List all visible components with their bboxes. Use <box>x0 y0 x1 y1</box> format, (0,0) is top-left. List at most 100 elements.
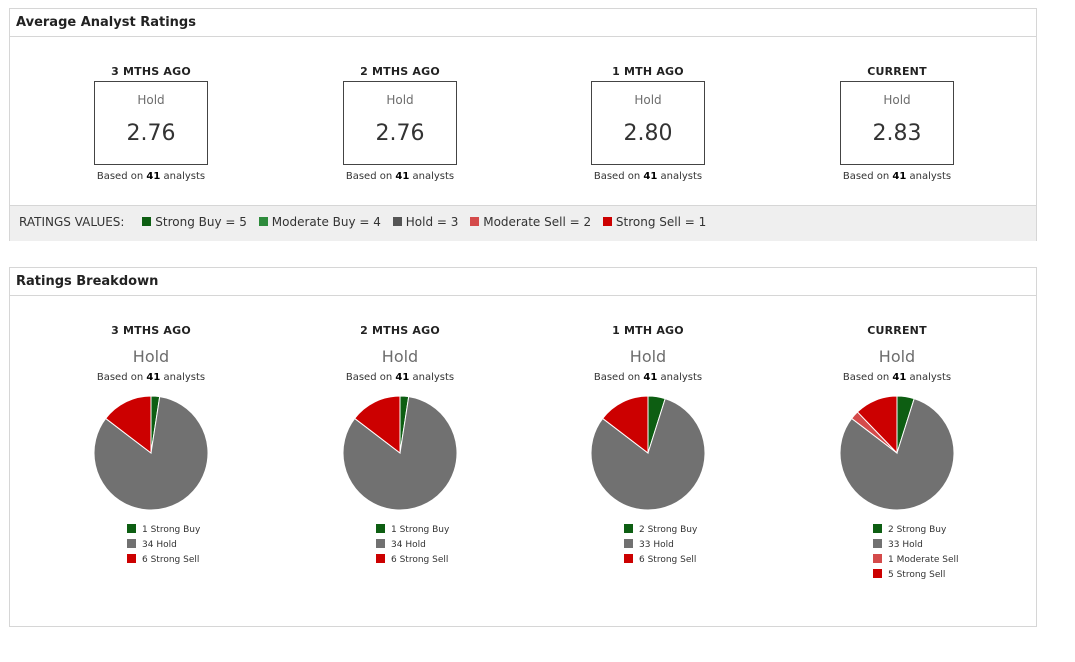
legend-swatch <box>127 524 136 533</box>
rating-label: Hold <box>634 93 662 107</box>
column-title: 3 MTHS AGO <box>111 324 191 337</box>
pie-legend: 2 Strong Buy 33 Hold 6 Strong Sell <box>624 523 748 568</box>
breakdown-column-3-months: 3 MTHS AGO Hold Based on 41 analysts 1 S… <box>51 324 251 568</box>
legend-swatch <box>127 554 136 563</box>
swatch-moderate-sell <box>470 217 480 226</box>
legend-label: 6 Strong Sell <box>639 555 697 565</box>
rating-value: 2.76 <box>375 121 425 146</box>
pie-slice-hold <box>839 398 955 511</box>
based-on-text: Based on 41 analysts <box>593 372 703 383</box>
based-on-text: Based on 41 analysts <box>593 171 703 182</box>
legend-swatch <box>873 554 882 563</box>
legend-item-strong-buy: 1 Strong Buy <box>127 523 251 538</box>
analyst-count: 41 <box>146 171 161 182</box>
legend-item-strong-sell: 6 Strong Sell <box>624 553 748 568</box>
ratings-breakdown-panel: Ratings Breakdown 3 MTHS AGO Hold Based … <box>9 267 1037 627</box>
legend-label: 5 Strong Sell <box>888 570 946 580</box>
legend-item-strong-sell: 6 Strong Sell <box>376 553 500 568</box>
column-title: 2 MTHS AGO <box>360 324 440 337</box>
analyst-count: 41 <box>395 171 410 182</box>
column-title: CURRENT <box>867 65 927 78</box>
analyst-count: 41 <box>643 171 658 182</box>
average-ratings-panel: Average Analyst Ratings 3 MTHS AGO Hold … <box>9 8 1037 241</box>
legend-swatch <box>376 524 385 533</box>
legend-item-strong-buy: 2 Strong Buy <box>873 523 997 538</box>
legend-item-hold: 33 Hold <box>873 538 997 553</box>
legend-swatch <box>624 554 633 563</box>
legend-label: 6 Strong Sell <box>142 555 200 565</box>
column-title: CURRENT <box>867 324 927 337</box>
legend-swatch <box>624 539 633 548</box>
based-on-text: Based on 41 analysts <box>96 171 206 182</box>
rating-box: Hold 2.76 <box>343 81 457 165</box>
swatch-strong-sell <box>602 217 612 226</box>
column-title: 2 MTHS AGO <box>360 65 440 78</box>
pie-chart <box>839 395 955 511</box>
rating-label: Hold <box>878 347 916 366</box>
pie-slice-strong-sell <box>353 395 401 455</box>
pie-slice-strong-sell <box>856 395 898 455</box>
analyst-count: 41 <box>892 372 907 383</box>
analyst-count: 41 <box>395 372 410 383</box>
pie-slice-strong-sell <box>601 395 649 455</box>
legend-swatch <box>624 524 633 533</box>
legend-label: 2 Strong Buy <box>888 525 947 535</box>
pie-chart <box>93 395 209 511</box>
breakdown-column-2-months: 2 MTHS AGO Hold Based on 41 analysts 1 S… <box>300 324 500 568</box>
legend-item-moderate-sell: 1 Moderate Sell <box>873 553 997 568</box>
pie-chart <box>342 395 458 511</box>
rating-label: Hold <box>883 93 911 107</box>
legend-label: 6 Strong Sell <box>391 555 449 565</box>
rating-value: 2.76 <box>126 121 176 146</box>
avg-column-3-months: 3 MTHS AGO Hold 2.76 Based on 41 analyst… <box>51 65 251 182</box>
legend-swatch <box>127 539 136 548</box>
based-on-text: Based on 41 analysts <box>842 171 952 182</box>
legend-item-hold: 33 Hold <box>624 538 748 553</box>
legend-item-strong-buy: 2 Strong Buy <box>624 523 748 538</box>
breakdown-column-current: CURRENT Hold Based on 41 analysts 2 Stro… <box>797 324 997 583</box>
rating-label: Hold <box>132 347 170 366</box>
rating-label: Hold <box>386 93 414 107</box>
pie-slice-strong-sell <box>104 395 152 455</box>
rating-box: Hold 2.83 <box>840 81 954 165</box>
average-ratings-title: Average Analyst Ratings <box>10 9 1036 37</box>
column-title: 1 MTH AGO <box>612 324 684 337</box>
legend-swatch <box>376 554 385 563</box>
legend-item-strong-buy: 1 Strong Buy <box>376 523 500 538</box>
rating-value: 2.80 <box>623 121 673 146</box>
legend-label: 1 Strong Buy <box>391 525 450 535</box>
legend-label: 34 Hold <box>391 540 426 550</box>
swatch-hold <box>392 217 402 226</box>
value-moderate-sell: Moderate Sell = 2 <box>470 215 591 229</box>
column-title: 3 MTHS AGO <box>111 65 191 78</box>
based-on-text: Based on 41 analysts <box>842 372 952 383</box>
value-strong-sell: Strong Sell = 1 <box>602 215 706 229</box>
avg-column-current: CURRENT Hold 2.83 Based on 41 analysts <box>797 65 997 182</box>
legend-item-hold: 34 Hold <box>127 538 251 553</box>
ratings-breakdown-title: Ratings Breakdown <box>10 268 1036 296</box>
column-title: 1 MTH AGO <box>612 65 684 78</box>
legend-item-strong-sell: 5 Strong Sell <box>873 568 997 583</box>
ratings-values-caption: RATINGS VALUES: <box>19 215 125 229</box>
swatch-strong-buy <box>142 217 152 226</box>
value-moderate-buy: Moderate Buy = 4 <box>258 215 381 229</box>
value-hold: Hold = 3 <box>392 215 458 229</box>
legend-swatch <box>376 539 385 548</box>
rating-value: 2.83 <box>872 121 922 146</box>
avg-column-2-months: 2 MTHS AGO Hold 2.76 Based on 41 analyst… <box>300 65 500 182</box>
analyst-count: 41 <box>892 171 907 182</box>
breakdown-column-1-month: 1 MTH AGO Hold Based on 41 analysts 2 St… <box>548 324 748 568</box>
legend-label: 34 Hold <box>142 540 177 550</box>
pie-legend: 1 Strong Buy 34 Hold 6 Strong Sell <box>376 523 500 568</box>
rating-label: Hold <box>137 93 165 107</box>
rating-label: Hold <box>629 347 667 366</box>
legend-swatch <box>873 569 882 578</box>
analyst-count: 41 <box>146 372 161 383</box>
pie-slice-hold <box>590 398 706 511</box>
legend-item-strong-sell: 6 Strong Sell <box>127 553 251 568</box>
based-on-text: Based on 41 analysts <box>345 372 455 383</box>
pie-legend: 1 Strong Buy 34 Hold 6 Strong Sell <box>127 523 251 568</box>
legend-label: 1 Moderate Sell <box>888 555 959 565</box>
based-on-text: Based on 41 analysts <box>96 372 206 383</box>
rating-box: Hold 2.76 <box>94 81 208 165</box>
